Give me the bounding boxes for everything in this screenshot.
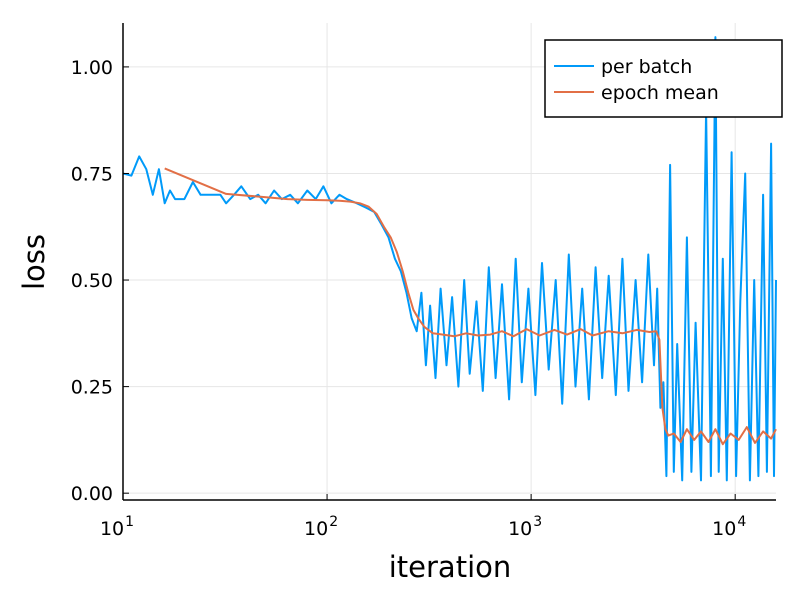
- x-axis-label: iteration: [389, 550, 512, 584]
- y-tick-label: 0.25: [71, 377, 113, 399]
- y-tick-label: 0.75: [71, 163, 113, 185]
- x-tick-label: 102: [304, 514, 338, 540]
- series-lines: [122, 36, 777, 482]
- x-tick-exponent: 1: [125, 514, 134, 530]
- y-tick-label: 0.50: [71, 270, 113, 292]
- legend-label-epoch-mean: epoch mean: [601, 82, 719, 104]
- x-tick-exponent: 4: [737, 514, 746, 530]
- y-tick-label: 1.00: [71, 57, 113, 79]
- y-axis-label: loss: [17, 234, 51, 290]
- tick-labels: 101 102 103 104 0.00 0.25 0.50 0.75 1.00: [71, 57, 747, 540]
- legend: per batch epoch mean: [544, 39, 783, 118]
- x-tick-exponent: 2: [329, 514, 338, 530]
- x-tick-label: 104: [712, 514, 746, 540]
- x-tick-label: 101: [100, 514, 134, 540]
- x-tick-exponent: 3: [533, 514, 542, 530]
- x-tick-label: 103: [508, 514, 542, 540]
- series-line-epoch-mean: [164, 167, 777, 446]
- legend-box: [544, 39, 783, 118]
- y-tick-label: 0.00: [71, 483, 113, 505]
- legend-label-per-batch: per batch: [601, 56, 692, 78]
